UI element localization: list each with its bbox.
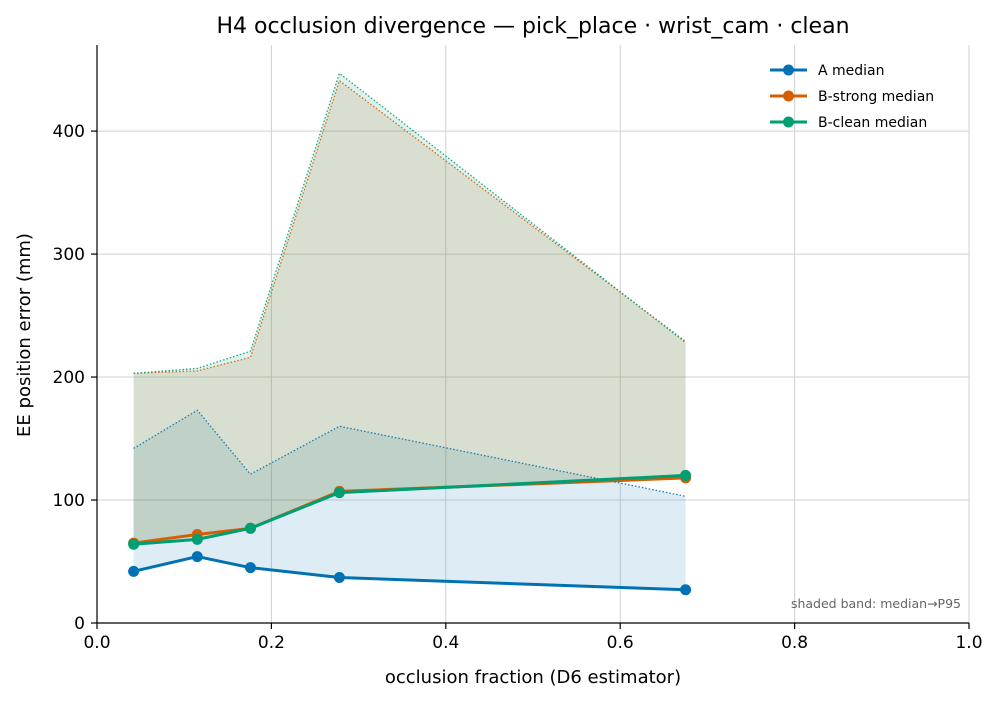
shaded-bands bbox=[133, 73, 686, 590]
median-point-2-0 bbox=[128, 538, 140, 550]
median-point-0-0 bbox=[128, 565, 140, 577]
p95-line-1 bbox=[133, 79, 686, 375]
median-point-0-2 bbox=[244, 562, 256, 574]
median-point-2-4 bbox=[680, 469, 692, 481]
chart-title: H4 occlusion divergence — pick_place · w… bbox=[216, 14, 849, 39]
band-2 bbox=[133, 73, 686, 545]
x-tick-label-5: 1.0 bbox=[955, 633, 982, 653]
y-tick-label-2: 200 bbox=[53, 368, 85, 388]
x-tick-label-1: 0.2 bbox=[258, 633, 285, 653]
legend-label-0: A median bbox=[818, 63, 885, 79]
legend-marker-1 bbox=[783, 90, 794, 102]
y-tick-label-1: 100 bbox=[53, 491, 85, 511]
median-point-2-2 bbox=[244, 522, 256, 534]
axes bbox=[91, 45, 970, 629]
x-tick-label-2: 0.4 bbox=[432, 633, 459, 653]
p95-line-2 bbox=[133, 72, 686, 375]
y-tick-label-0: 0 bbox=[74, 614, 85, 634]
legend-marker-0 bbox=[783, 64, 794, 76]
tick-labels: 0.0 0.2 0.4 0.6 0.8 1.0 0 100 200 300 400 bbox=[53, 122, 983, 653]
median-point-0-1 bbox=[191, 551, 203, 563]
grid bbox=[96, 45, 970, 624]
band-note: shaded band: median→P95 bbox=[791, 596, 961, 611]
band-0 bbox=[133, 410, 686, 590]
median-point-2-1 bbox=[191, 533, 203, 545]
median-point-2-3 bbox=[333, 487, 345, 499]
p95-line-0 bbox=[133, 409, 686, 497]
band-1 bbox=[133, 80, 686, 544]
legend-label-2: B-clean median bbox=[818, 115, 927, 131]
legend: A median B-strong median B-clean median bbox=[770, 63, 934, 131]
p95-lines bbox=[133, 72, 686, 497]
y-axis-label: EE position error (mm) bbox=[14, 233, 35, 437]
median-point-0-4 bbox=[680, 584, 692, 596]
y-tick-label-3: 300 bbox=[53, 245, 85, 265]
median-lines bbox=[128, 469, 692, 596]
x-tick-label-4: 0.8 bbox=[781, 633, 808, 653]
y-tick-label-4: 400 bbox=[53, 122, 85, 142]
legend-marker-2 bbox=[783, 116, 794, 128]
median-point-0-3 bbox=[333, 571, 345, 583]
x-axis-label: occlusion fraction (D6 estimator) bbox=[385, 667, 681, 688]
x-tick-label-3: 0.6 bbox=[607, 633, 634, 653]
x-tick-label-0: 0.0 bbox=[83, 633, 110, 653]
legend-label-1: B-strong median bbox=[818, 89, 934, 105]
